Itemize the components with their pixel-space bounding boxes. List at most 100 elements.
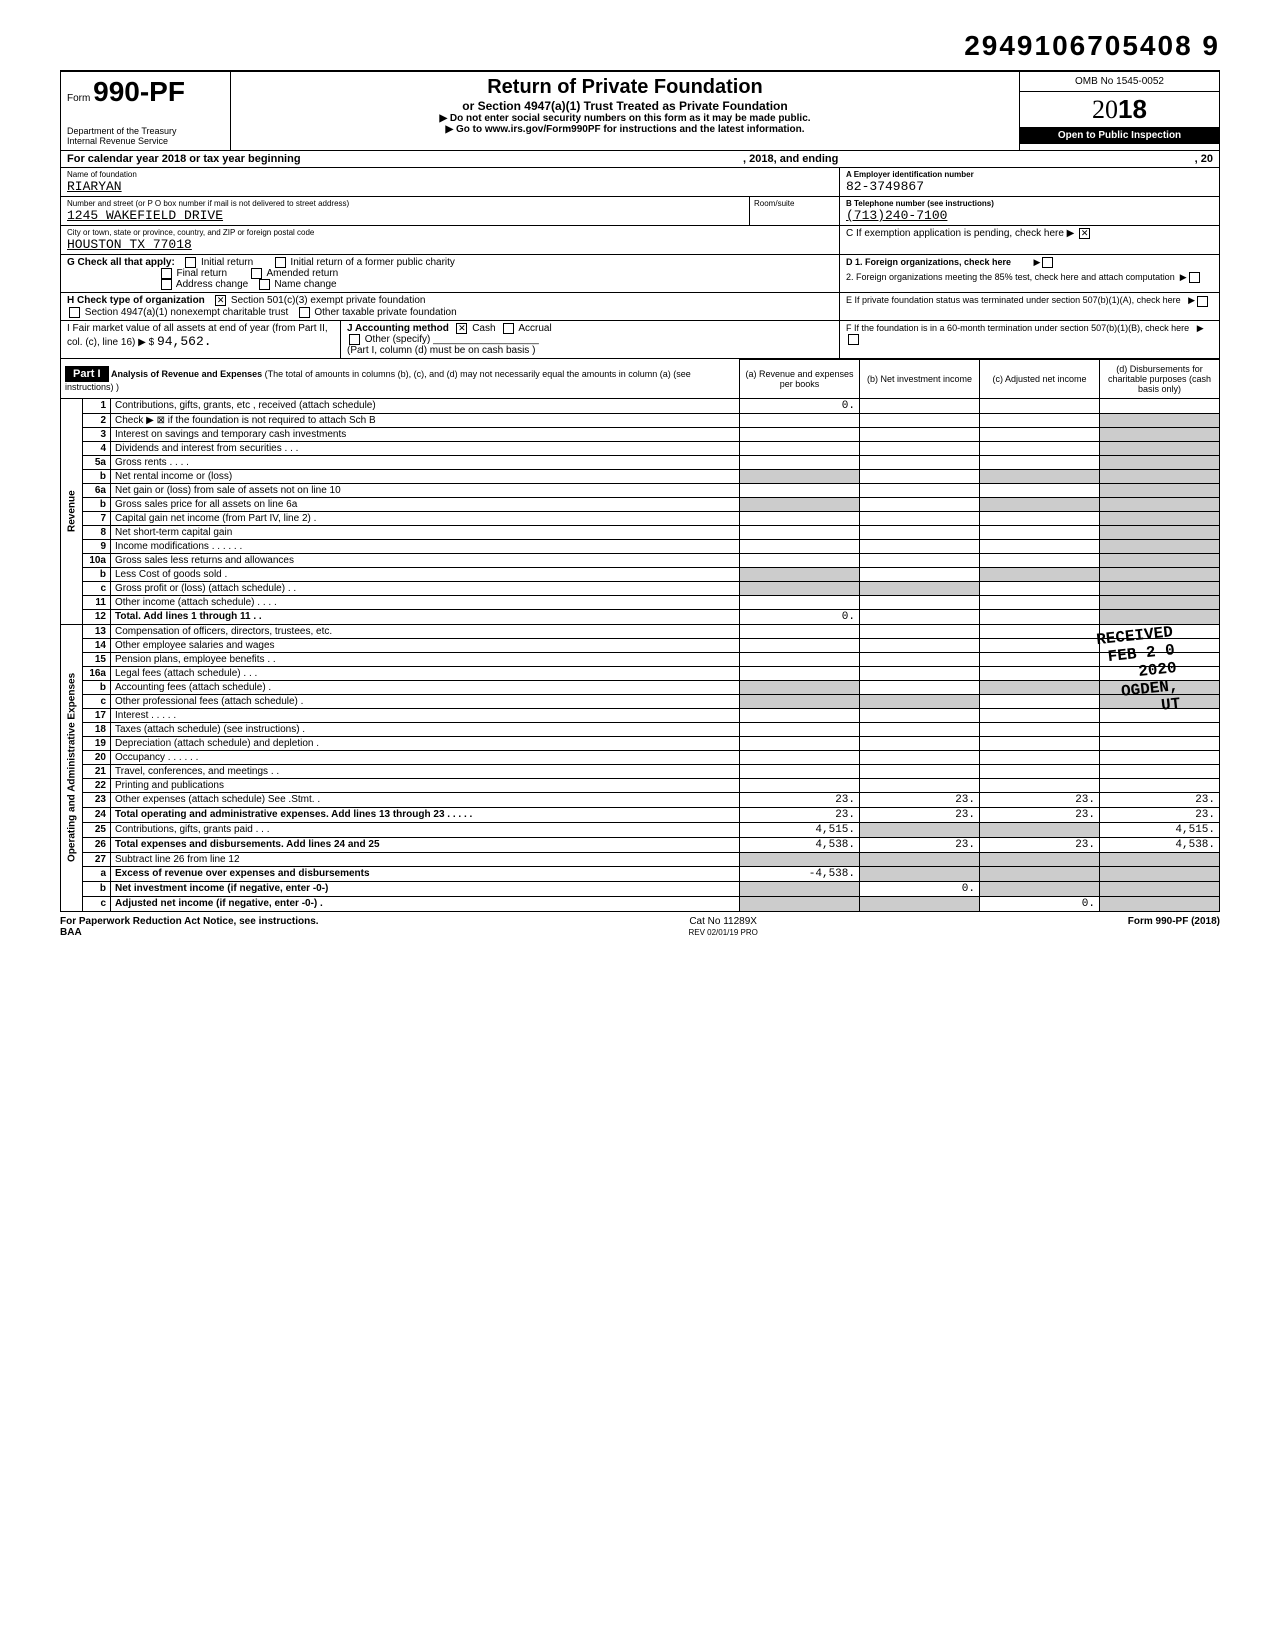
chk-other-taxable[interactable] (299, 307, 310, 318)
box-e: E If private foundation status was termi… (846, 295, 1181, 305)
amount-cell (980, 764, 1100, 778)
chk-initial-former[interactable] (275, 257, 286, 268)
amount-cell (1100, 680, 1220, 694)
chk-e[interactable] (1197, 296, 1208, 307)
box-c-label: C If exemption application is pending, c… (846, 228, 1074, 239)
irs-label: Internal Revenue Service (67, 136, 224, 146)
col-d-header: (d) Disbursements for charitable purpose… (1100, 359, 1220, 398)
table-row: 15Pension plans, employee benefits . . (61, 652, 1220, 666)
foundation-name: RIARYAN (67, 179, 833, 194)
amount-cell (740, 750, 860, 764)
amount-cell (860, 652, 980, 666)
amount-cell (1100, 539, 1220, 553)
table-row: 4Dividends and interest from securities … (61, 441, 1220, 455)
table-row: 5aGross rents . . . . (61, 455, 1220, 469)
line-description: Occupancy . . . . . . (111, 750, 740, 764)
amount-cell (1100, 595, 1220, 609)
table-row: bLess Cost of goods sold . (61, 567, 1220, 581)
foundation-name-label: Name of foundation (67, 170, 833, 179)
amount-cell (980, 539, 1100, 553)
line-number: b (83, 680, 111, 694)
amount-cell (740, 511, 860, 525)
street-label: Number and street (or P O box number if … (67, 199, 743, 208)
table-row: 18Taxes (attach schedule) (see instructi… (61, 722, 1220, 736)
amount-cell (740, 764, 860, 778)
amount-cell: 23. (740, 792, 860, 807)
chk-address-change[interactable] (161, 279, 172, 290)
amount-cell (740, 666, 860, 680)
amount-cell (1100, 398, 1220, 413)
amount-cell (1100, 666, 1220, 680)
line-description: Legal fees (attach schedule) . . . (111, 666, 740, 680)
amount-cell (860, 581, 980, 595)
amount-cell (860, 469, 980, 483)
table-row: 17Interest . . . . . (61, 708, 1220, 722)
table-row: 9Income modifications . . . . . . (61, 539, 1220, 553)
section-h: H Check type of organization Section 501… (60, 293, 1220, 320)
chk-other-method[interactable] (349, 334, 360, 345)
amount-cell (980, 609, 1100, 624)
chk-d2[interactable] (1189, 272, 1200, 283)
amount-cell (980, 497, 1100, 511)
opt-initial-former: Initial return of a former public charit… (290, 257, 455, 268)
line-description: Excess of revenue over expenses and disb… (111, 866, 740, 881)
table-row: Operating and Administrative Expenses13C… (61, 624, 1220, 638)
amount-cell (740, 455, 860, 469)
amount-cell (1100, 525, 1220, 539)
table-row: 23Other expenses (attach schedule) See .… (61, 792, 1220, 807)
amount-cell (860, 609, 980, 624)
chk-d1[interactable] (1042, 257, 1053, 268)
line-number: 7 (83, 511, 111, 525)
table-row: 12Total. Add lines 1 through 11 . .0. (61, 609, 1220, 624)
cal-right: , 20 (993, 153, 1213, 165)
form-label: Form (67, 93, 90, 104)
col-a-header: (a) Revenue and expenses per books (740, 359, 860, 398)
amount-cell (1100, 441, 1220, 455)
line-number: 16a (83, 666, 111, 680)
chk-501c3[interactable] (215, 295, 226, 306)
line-description: Adjusted net income (if negative, enter … (111, 896, 740, 911)
line-description: Other employee salaries and wages (111, 638, 740, 652)
chk-accrual[interactable] (503, 323, 514, 334)
amount-cell (860, 852, 980, 866)
chk-4947[interactable] (69, 307, 80, 318)
amount-cell (980, 652, 1100, 666)
chk-initial-return[interactable] (185, 257, 196, 268)
chk-amended[interactable] (251, 268, 262, 279)
table-row: 22Printing and publications (61, 778, 1220, 792)
line-description: Subtract line 26 from line 12 (111, 852, 740, 866)
amount-cell (860, 624, 980, 638)
line-description: Gross rents . . . . (111, 455, 740, 469)
chk-cash[interactable] (456, 323, 467, 334)
line-description: Net short-term capital gain (111, 525, 740, 539)
amount-cell (740, 567, 860, 581)
table-row: 8Net short-term capital gain (61, 525, 1220, 539)
table-row: aExcess of revenue over expenses and dis… (61, 866, 1220, 881)
chk-final-return[interactable] (161, 268, 172, 279)
cal-left: For calendar year 2018 or tax year begin… (67, 153, 743, 165)
amount-cell (860, 708, 980, 722)
info-grid: Name of foundation RIARYAN Number and st… (60, 168, 1220, 255)
line-description: Income modifications . . . . . . (111, 539, 740, 553)
amount-cell (980, 638, 1100, 652)
line-number: b (83, 469, 111, 483)
line-number: 26 (83, 837, 111, 852)
opt-initial-return: Initial return (201, 257, 253, 268)
chk-f[interactable] (848, 334, 859, 345)
chk-name-change[interactable] (259, 279, 270, 290)
box-c-checkbox[interactable] (1079, 228, 1090, 239)
amount-cell (1100, 764, 1220, 778)
amount-cell (740, 441, 860, 455)
line-description: Interest . . . . . (111, 708, 740, 722)
line-number: 15 (83, 652, 111, 666)
amount-cell: 4,515. (740, 822, 860, 837)
amount-cell (980, 455, 1100, 469)
line-number: c (83, 581, 111, 595)
amount-cell (740, 694, 860, 708)
line-number: 2 (83, 413, 111, 427)
line-description: Other professional fees (attach schedule… (111, 694, 740, 708)
box-d1: D 1. Foreign organizations, check here (846, 257, 1011, 267)
line-number: 1 (83, 398, 111, 413)
amount-cell (980, 778, 1100, 792)
line-number: 6a (83, 483, 111, 497)
